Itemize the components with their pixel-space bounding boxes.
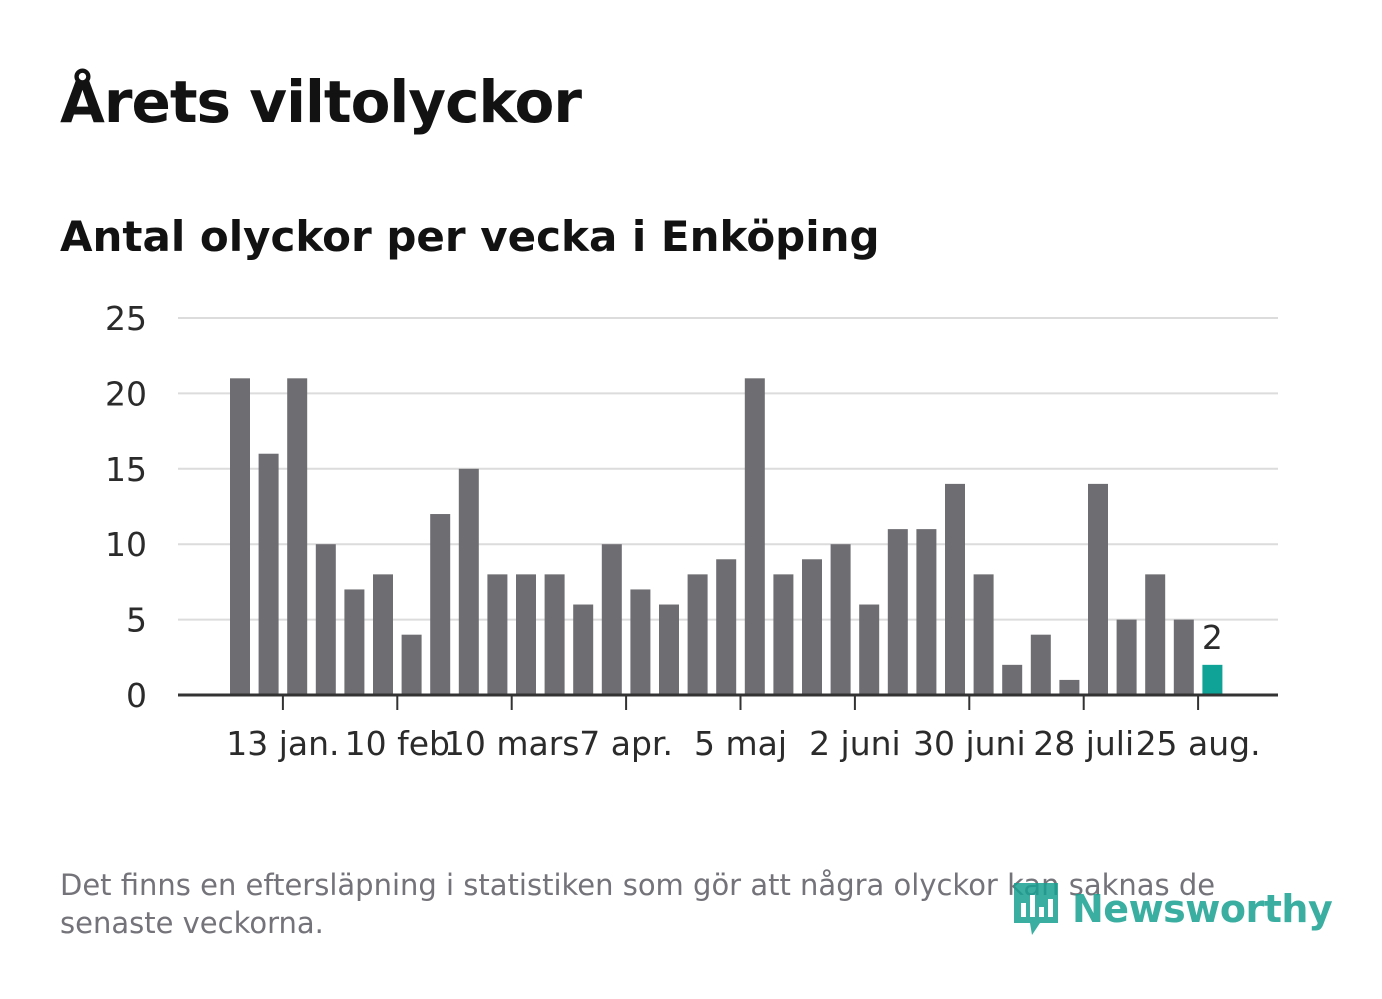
bar: [802, 559, 822, 695]
bar: [1030, 634, 1051, 695]
bar: [230, 378, 250, 695]
y-tick-label: 0: [126, 676, 147, 715]
x-tick-label: 25 aug.: [1136, 724, 1261, 763]
bar: [373, 574, 393, 695]
bar: [973, 574, 994, 695]
bar: [716, 559, 737, 695]
newsworthy-logo-icon: [1014, 883, 1058, 935]
y-tick-label: 10: [105, 525, 147, 564]
bar: [401, 634, 422, 695]
bar: [315, 544, 336, 695]
highlight-bar: [1202, 664, 1223, 695]
bar: [430, 514, 451, 695]
highlight-data-label: 2: [1202, 618, 1223, 657]
bar: [773, 574, 794, 695]
x-tick-label: 5 maj: [694, 724, 787, 763]
bar: [258, 453, 279, 695]
bar: [916, 529, 937, 695]
x-tick-label: 28 juli: [1033, 724, 1134, 763]
y-tick-label: 15: [105, 450, 147, 489]
bar: [945, 483, 965, 695]
newsworthy-logo: Newsworthy: [1010, 876, 1333, 942]
y-tick-label: 20: [105, 374, 147, 413]
bar: [687, 574, 708, 695]
bar: [287, 378, 308, 695]
x-tick-label: 13 jan.: [226, 724, 339, 763]
x-tick-label: 30 juni: [913, 724, 1026, 763]
newsworthy-logo-text: Newsworthy: [1072, 887, 1333, 931]
bar: [1116, 619, 1137, 695]
bar: [344, 589, 365, 695]
bar: [1002, 664, 1023, 695]
bar: [573, 604, 594, 695]
bar: [487, 574, 508, 695]
chart-title: Årets viltolyckor: [60, 68, 582, 136]
bar: [630, 589, 651, 695]
bar: [887, 529, 908, 695]
y-tick-label: 5: [126, 601, 147, 640]
bar: [516, 574, 536, 695]
bar: [859, 604, 880, 695]
x-tick-label: 2 juni: [809, 724, 901, 763]
y-tick-label: 25: [105, 299, 147, 338]
bar: [601, 544, 622, 695]
bar: [1145, 574, 1166, 695]
x-tick-label: 10 feb: [345, 724, 450, 763]
x-tick-label: 10 mars: [444, 724, 580, 763]
bar: [830, 544, 851, 695]
bar: [544, 574, 565, 695]
chart-subtitle: Antal olyckor per vecka i Enköping: [60, 212, 880, 261]
bar: [1173, 619, 1194, 695]
bar: [744, 378, 765, 695]
bar: [1088, 483, 1108, 695]
bar: [458, 468, 479, 695]
bar: [659, 604, 679, 695]
x-tick-label: 7 apr.: [579, 724, 673, 763]
bar: [1059, 679, 1080, 695]
